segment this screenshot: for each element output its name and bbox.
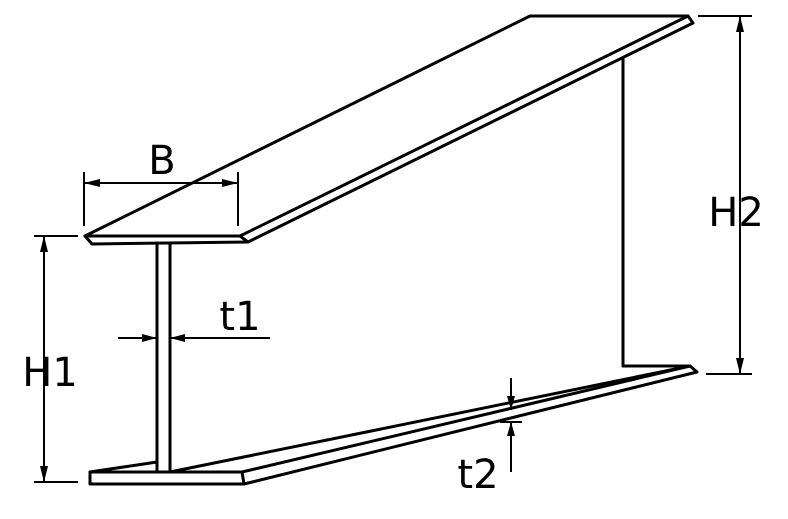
- top-flange-surface: [83, 14, 690, 238]
- dimension-t1: t1: [118, 294, 270, 342]
- dimension-h1: H1: [22, 235, 78, 483]
- h1-arrow-top: [40, 236, 48, 252]
- b-arrow-right: [222, 179, 238, 187]
- h2-label: H2: [708, 190, 764, 236]
- dimension-h2: H2: [698, 15, 764, 375]
- t2-arrow-top: [507, 396, 515, 410]
- bottom-flange-surface-far: [168, 364, 692, 474]
- t2-label: t2: [457, 452, 498, 498]
- b-arrow-left: [84, 179, 100, 187]
- dimension-b: B: [83, 138, 239, 226]
- h1-arrow-bottom: [40, 466, 48, 482]
- h1-label: H1: [22, 350, 78, 396]
- b-label: B: [148, 138, 175, 184]
- t1-arrow-left: [142, 334, 157, 342]
- h2-arrow-bottom: [736, 358, 744, 374]
- t2-arrow-bottom: [507, 422, 515, 436]
- bottom-flange: [88, 364, 699, 486]
- h2-arrow-top: [736, 16, 744, 32]
- top-flange-side-edge: [246, 14, 695, 244]
- dimension-t2: t2: [457, 378, 522, 498]
- bottom-flange-side-edge: [242, 364, 699, 486]
- top-flange-front-face: [83, 234, 250, 246]
- top-flange: [83, 14, 695, 246]
- web: [155, 56, 625, 474]
- t1-arrow-right: [170, 334, 185, 342]
- bottom-flange-far-edge: [240, 364, 692, 474]
- t1-label: t1: [219, 294, 260, 340]
- bottom-flange-front-face: [88, 470, 246, 486]
